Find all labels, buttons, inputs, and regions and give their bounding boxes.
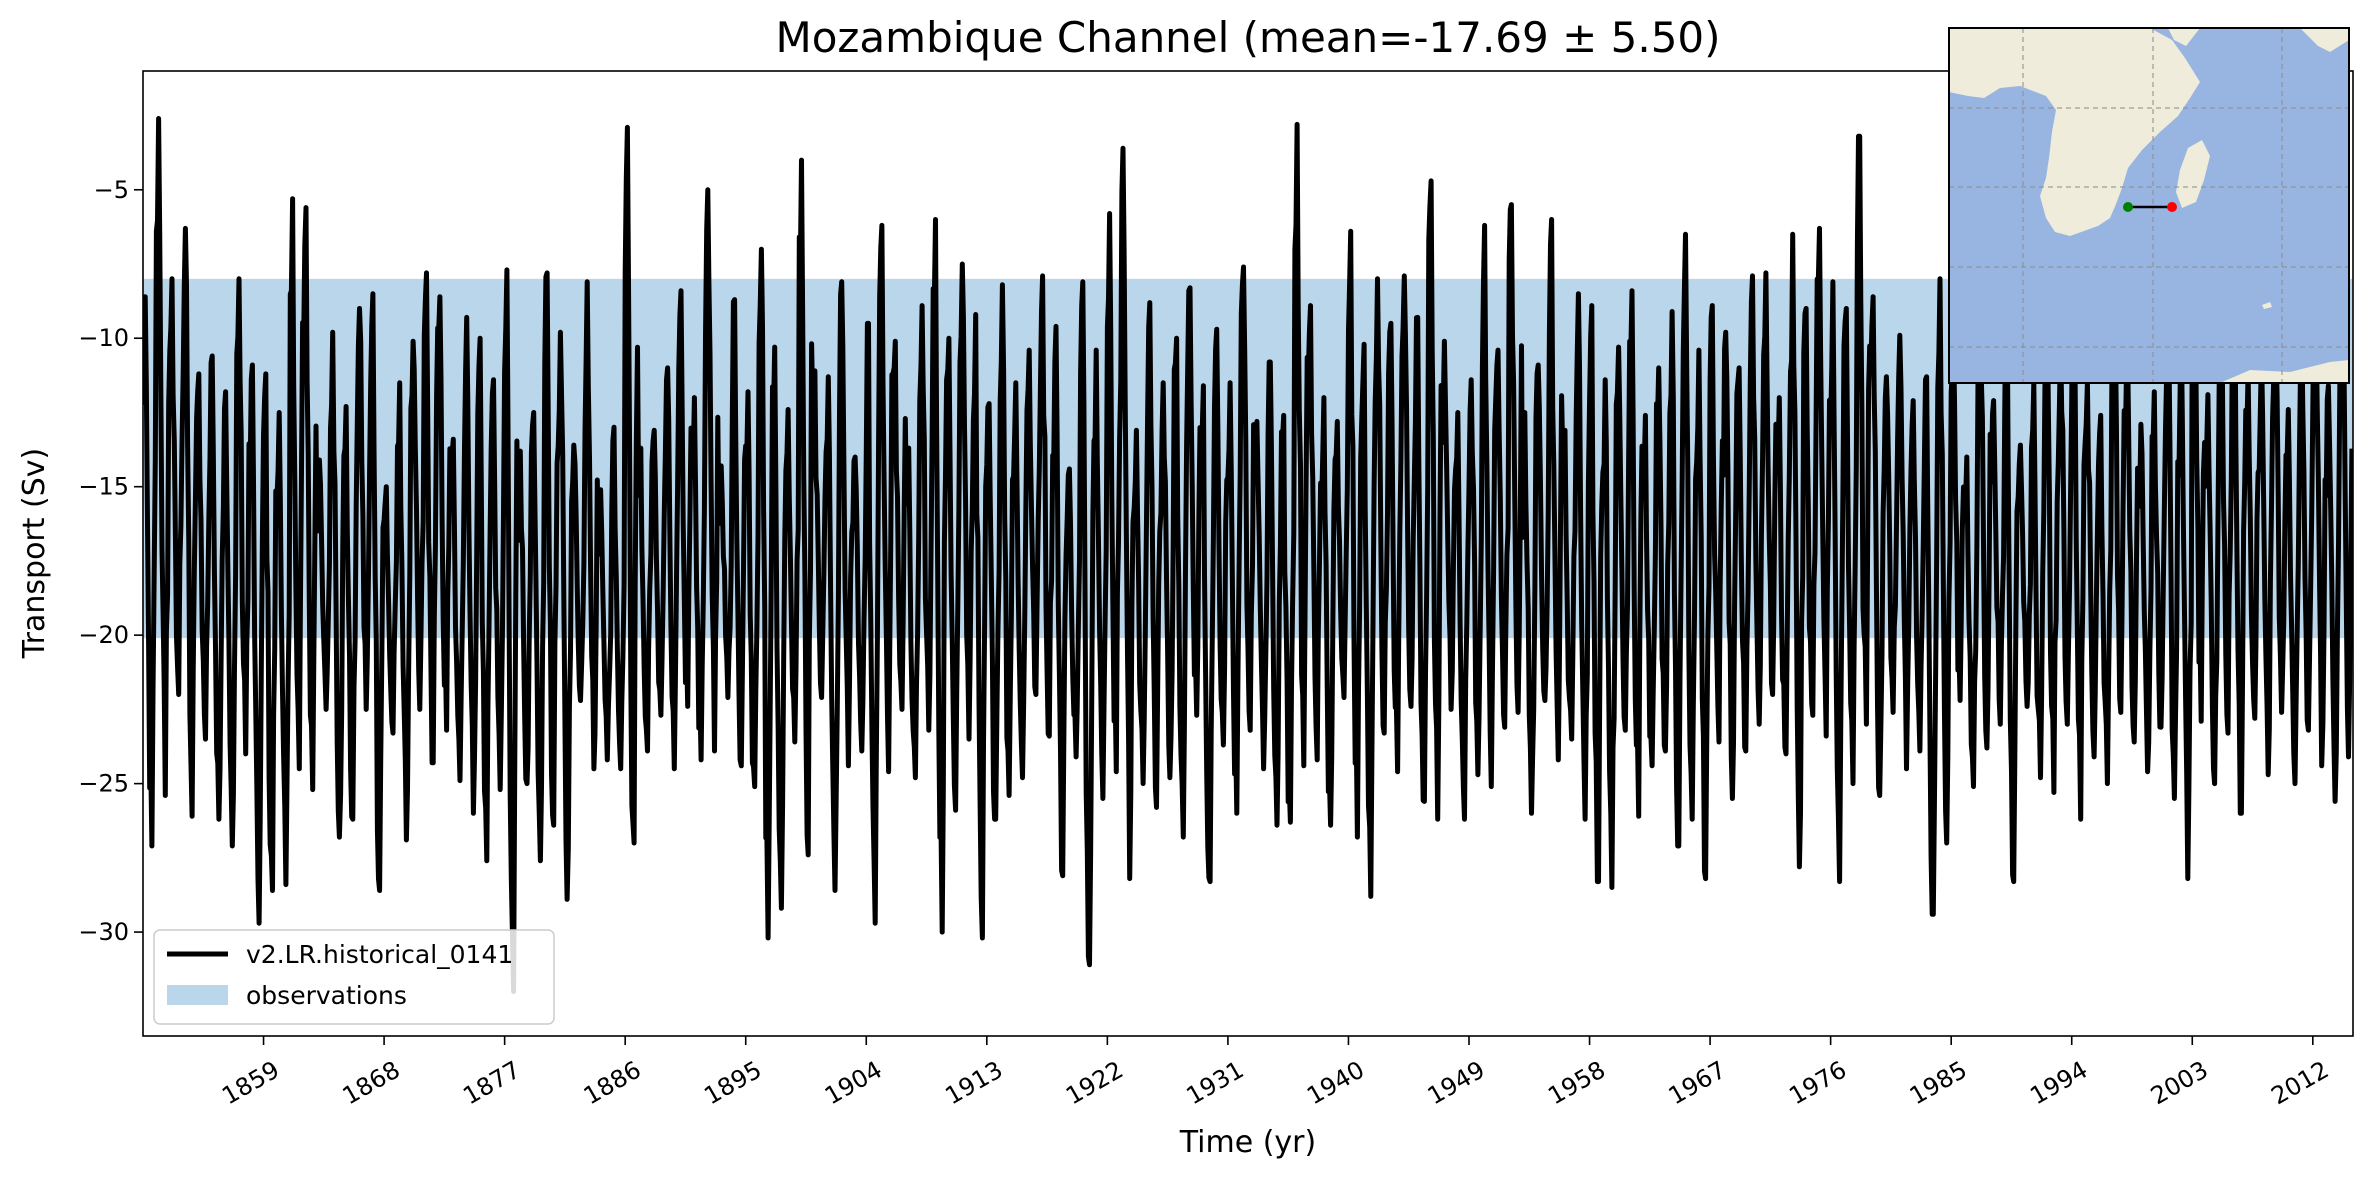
x-tick-label: 1859 bbox=[217, 1056, 284, 1111]
x-tick-label: 1886 bbox=[579, 1056, 646, 1111]
map-land-antarctica bbox=[2220, 360, 2349, 383]
x-tick-label: 1868 bbox=[338, 1056, 405, 1111]
x-tick-label: 2003 bbox=[2146, 1056, 2213, 1111]
map-land-africa bbox=[1949, 28, 2200, 236]
x-axis-ticks: 1859 1868 1877 1886 1895 1904 1913 1922 1931 1940… bbox=[217, 1036, 2333, 1110]
y-tick-label: −20 bbox=[78, 621, 129, 649]
x-tick-label: 1904 bbox=[820, 1056, 887, 1111]
y-tick-label: −15 bbox=[78, 473, 129, 501]
x-tick-label: 1895 bbox=[699, 1056, 766, 1111]
x-tick-label: 1949 bbox=[1423, 1056, 1490, 1111]
legend-label-observations: observations bbox=[246, 981, 407, 1010]
y-tick-label: −10 bbox=[78, 324, 129, 352]
legend: v2.LR.historical_0141 observations bbox=[153, 929, 555, 1025]
map-land-india-tip bbox=[2300, 28, 2349, 52]
map-land-arabia bbox=[2168, 28, 2200, 46]
x-tick-label: 1976 bbox=[1784, 1056, 1851, 1111]
plot-frame bbox=[142, 70, 2354, 1037]
x-tick-label: 2012 bbox=[2267, 1056, 2334, 1111]
x-tick-label: 1877 bbox=[458, 1056, 525, 1111]
x-tick-label: 1994 bbox=[2025, 1056, 2092, 1111]
x-tick-label: 1913 bbox=[941, 1056, 1008, 1111]
y-axis-label: Transport (Sv) bbox=[17, 448, 52, 660]
y-tick-label: −25 bbox=[78, 770, 129, 798]
map-section-end-marker bbox=[2167, 202, 2177, 212]
x-tick-label: 1922 bbox=[1061, 1056, 1128, 1111]
x-tick-label: 1931 bbox=[1182, 1056, 1249, 1111]
y-axis-ticks: −5 −10 −15 −20 −25 −30 bbox=[78, 176, 143, 946]
map-land-madagascar bbox=[2176, 140, 2210, 208]
legend-box bbox=[153, 929, 555, 1025]
y-tick-label: −30 bbox=[78, 918, 129, 946]
legend-band-swatch bbox=[167, 985, 228, 1005]
series-line-v2-lr-historical-0141 bbox=[143, 116, 2353, 994]
x-axis-label: Time (yr) bbox=[1179, 1125, 1316, 1160]
x-tick-label: 1958 bbox=[1543, 1056, 1610, 1111]
map-section-start-marker bbox=[2123, 202, 2133, 212]
x-tick-label: 1940 bbox=[1302, 1056, 1369, 1111]
map-frame bbox=[1948, 27, 2350, 384]
map-gridlines bbox=[1949, 28, 2349, 383]
x-tick-label: 1985 bbox=[1905, 1056, 1972, 1111]
y-tick-label: −5 bbox=[94, 176, 129, 204]
map-land-kerguelen bbox=[2262, 302, 2272, 309]
chart-title: Mozambique Channel (mean=-17.69 ± 5.50) bbox=[775, 13, 1720, 62]
legend-label-series: v2.LR.historical_0141 bbox=[246, 940, 513, 969]
x-tick-label: 1967 bbox=[1664, 1056, 1731, 1111]
inset-map bbox=[1948, 27, 2350, 384]
